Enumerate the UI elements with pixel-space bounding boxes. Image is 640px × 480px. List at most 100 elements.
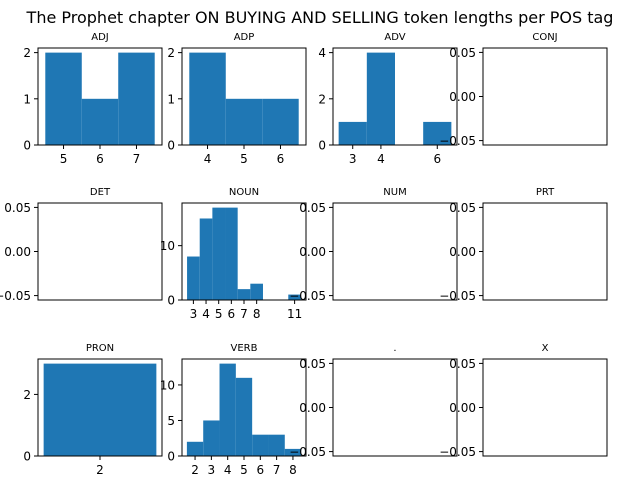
y-tick-label: 0.00 [449, 245, 476, 259]
y-tick-label: 0.05 [449, 46, 476, 60]
x-tick-label: 3 [190, 307, 198, 321]
subplot-title: ADP [234, 32, 255, 43]
axes-frame [37, 202, 163, 301]
bar [284, 448, 302, 456]
y-tick-label: 0 [23, 450, 31, 464]
subplot-title: VERB [231, 343, 258, 354]
y-tick-label: 0 [167, 139, 175, 153]
bar [288, 294, 301, 300]
panel-adv: ADV 0 2 4 3 4 6 [318, 32, 458, 166]
bar [338, 121, 367, 145]
x-tick-label: 7 [240, 307, 248, 321]
bar [225, 207, 238, 300]
bar [189, 52, 226, 145]
bar [252, 434, 269, 456]
subplot-title: ADJ [91, 32, 109, 43]
y-tick-label: 2 [167, 46, 175, 60]
bar [366, 52, 395, 145]
x-tick-label: 11 [287, 307, 302, 321]
subplot-title: CONJ [532, 32, 557, 43]
x-tick-label: 4 [377, 152, 385, 166]
panel-adj: ADJ 0 1 2 5 6 7 [23, 32, 163, 166]
y-tick-label: 10 [160, 239, 175, 253]
y-tick-label: 0.05 [4, 201, 31, 215]
x-tick-label: 3 [208, 463, 216, 477]
axes-frame [332, 202, 458, 301]
subplot-title: NUM [383, 187, 406, 198]
y-tick-label: 0.00 [299, 401, 326, 415]
y-tick-label: −0.05 [439, 289, 476, 303]
y-tick-label: −0.05 [289, 445, 326, 459]
x-tick-label: 4 [204, 152, 212, 166]
y-tick-label: 5 [167, 414, 175, 428]
y-tick-label: −0.05 [439, 445, 476, 459]
bar [268, 434, 285, 456]
x-tick-label: 6 [228, 307, 236, 321]
y-tick-label: 1 [23, 92, 31, 106]
y-tick-label: 0.05 [299, 201, 326, 215]
y-tick-label: −0.05 [289, 289, 326, 303]
x-tick-label: 2 [96, 463, 104, 477]
bar [212, 207, 226, 300]
bar [423, 121, 452, 145]
x-tick-label: 3 [349, 152, 357, 166]
y-tick-label: −0.05 [439, 134, 476, 148]
subplot-title: PRT [536, 187, 555, 198]
bar [225, 98, 263, 145]
x-tick-label: 6 [256, 463, 264, 477]
x-tick-label: 5 [240, 463, 248, 477]
subplot-title: NOUN [229, 187, 259, 198]
y-tick-label: −0.05 [0, 289, 31, 303]
y-tick-label: 0.05 [299, 357, 326, 371]
y-tick-label: 0.05 [449, 357, 476, 371]
y-tick-label: 0.00 [449, 90, 476, 104]
subplot-title: X [542, 343, 549, 354]
x-tick-label: 7 [273, 463, 281, 477]
y-tick-label: 0 [167, 450, 175, 464]
x-tick-label: 2 [191, 463, 199, 477]
bar [43, 363, 157, 456]
bar [203, 420, 220, 456]
y-tick-label: 0.00 [4, 245, 31, 259]
x-tick-label: 8 [253, 307, 261, 321]
y-tick-label: 0 [167, 294, 175, 308]
x-tick-label: 6 [433, 152, 441, 166]
bar [219, 363, 236, 456]
y-tick-label: 0.05 [449, 201, 476, 215]
bar [45, 52, 82, 145]
axes-frame [482, 47, 608, 146]
y-tick-label: 0 [318, 139, 326, 153]
panel-det: DET −0.05 0.00 0.05 [0, 187, 163, 303]
bar [186, 441, 204, 456]
x-tick-label: 4 [224, 463, 232, 477]
panel-num: NUM −0.05 0.00 0.05 [289, 187, 458, 303]
bar [81, 98, 119, 145]
panel-adp: ADP 0 1 2 4 5 6 [167, 32, 307, 166]
y-tick-label: 2 [23, 46, 31, 60]
y-tick-label: 0 [23, 139, 31, 153]
panel-conj: CONJ −0.05 0.00 0.05 [439, 32, 608, 148]
axes-frame [482, 202, 608, 301]
subplot-title: DET [90, 187, 111, 198]
panel-punct: . −0.05 0.00 0.05 [289, 343, 458, 459]
bar [235, 377, 253, 456]
bar [187, 256, 200, 300]
axes-frame [332, 358, 458, 457]
x-tick-label: 5 [215, 307, 223, 321]
x-tick-label: 4 [202, 307, 210, 321]
subplot-title: PRON [86, 343, 114, 354]
bar [118, 52, 155, 145]
y-tick-label: 2 [23, 388, 31, 402]
x-tick-label: 5 [60, 152, 68, 166]
x-tick-label: 6 [277, 152, 285, 166]
y-tick-label: 0.00 [299, 245, 326, 259]
bar [262, 98, 299, 145]
panel-noun: NOUN 0 10 3 4 5 6 7 8 11 [160, 187, 307, 321]
y-tick-label: 10 [160, 378, 175, 392]
figure-title: The Prophet chapter ON BUYING AND SELLIN… [26, 8, 614, 27]
subplot-title: . [393, 343, 396, 354]
x-tick-label: 7 [133, 152, 141, 166]
